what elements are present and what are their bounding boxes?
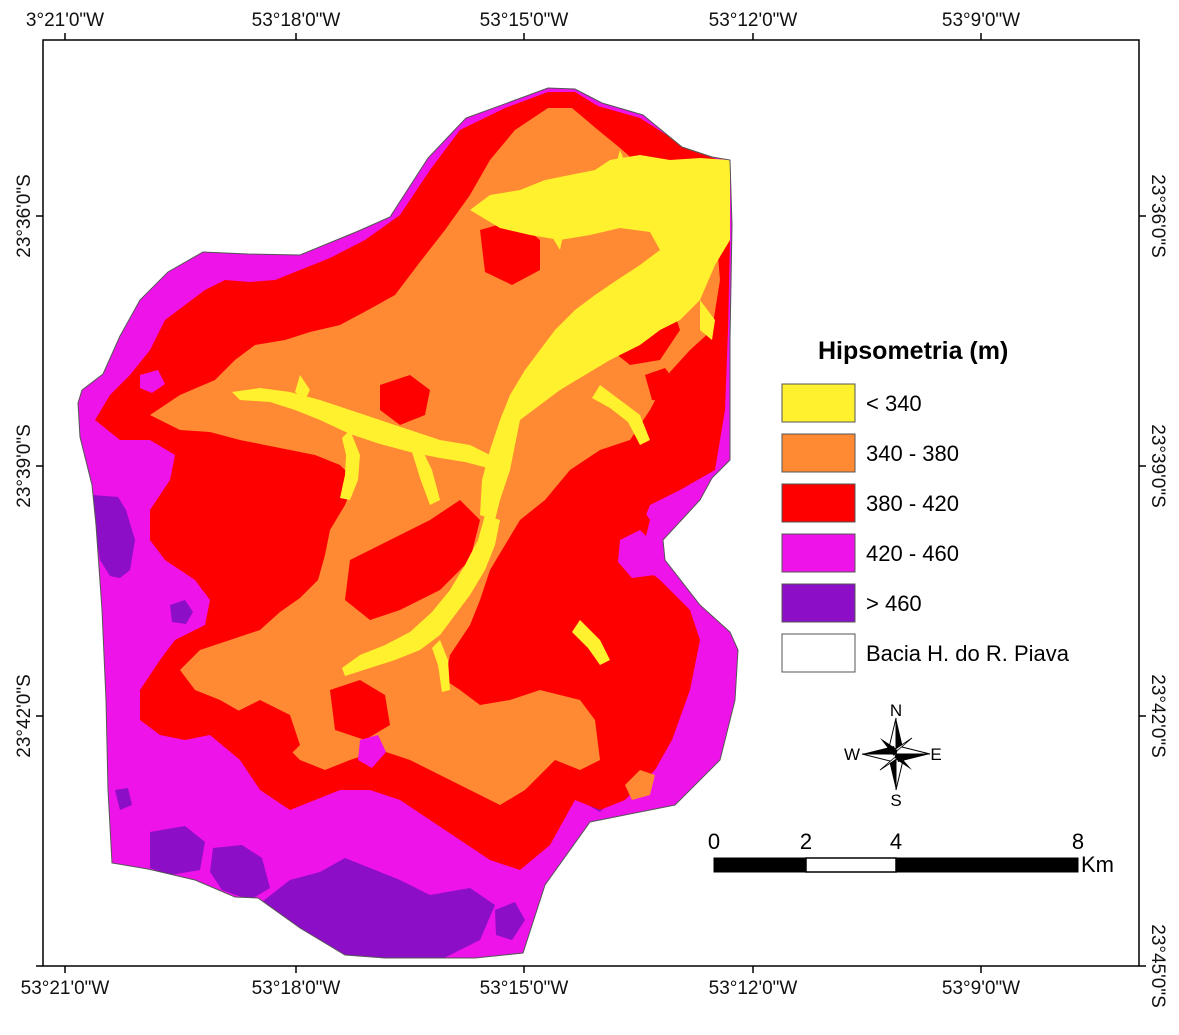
- legend-swatch-lt340: [781, 383, 856, 423]
- bottom-lon-label-2: 53°18'0"W: [252, 978, 341, 999]
- legend-swatch-340-380: [781, 433, 856, 473]
- bottom-lon-label-4: 53°12'0"W: [709, 978, 798, 999]
- scale-tick-2: 2: [800, 829, 812, 854]
- legend-title: Hipsometria (m): [818, 337, 1008, 365]
- legend-swatch-basin: [781, 633, 856, 673]
- south-label: S: [890, 791, 901, 810]
- top-lon-label-4: 53°12'0"W: [709, 10, 798, 31]
- bottom-lon-label-3: 53°15'0"W: [480, 978, 569, 999]
- legend-label-basin: Bacia H. do R. Piava: [866, 641, 1070, 666]
- top-lon-label-1: 3°21'0"W: [26, 10, 104, 31]
- north-arrow-icon: [861, 717, 931, 791]
- top-lon-label-5: 53°9'0"W: [942, 10, 1020, 31]
- right-lat-label-4: 23°45'0"S: [1147, 924, 1168, 1007]
- scale-bar: [713, 857, 1079, 873]
- scale-tick-0: 0: [708, 829, 720, 854]
- left-lat-label-2: 23°39'0"S: [14, 424, 35, 507]
- top-lon-label-3: 53°15'0"W: [480, 10, 569, 31]
- legend-label-340-380: 340 - 380: [866, 441, 959, 466]
- legend-label-420-460: 420 - 460: [866, 541, 959, 566]
- right-lat-label-3: 23°42'0"S: [1147, 674, 1168, 757]
- graticule-ticks: [36, 33, 1146, 973]
- bottom-lon-label-1: 53°21'0"W: [21, 978, 110, 999]
- zone-340-380-spots: [478, 388, 655, 800]
- legend: Hipsometria (m) < 340 340 - 380 380 - 42…: [781, 337, 1070, 673]
- east-label: E: [930, 745, 941, 764]
- elevation-zones: [78, 88, 738, 958]
- bottom-lon-label-5: 53°9'0"W: [942, 978, 1020, 999]
- zone-420-460-spots: [140, 258, 660, 768]
- scale-seg-0-2: [713, 857, 807, 873]
- top-lon-label-2: 53°18'0"W: [252, 10, 341, 31]
- legend-swatch-420-460: [781, 533, 856, 573]
- legend-label-380-420: 380 - 420: [866, 491, 959, 516]
- left-lat-label-3: 23°42'0"S: [14, 674, 35, 757]
- north-label: N: [890, 701, 902, 720]
- scale-seg-2-4: [805, 857, 897, 873]
- right-lat-label-2: 23°39'0"S: [1147, 424, 1168, 507]
- legend-label-lt340: < 340: [866, 391, 922, 416]
- scale-unit: Km: [1081, 852, 1114, 877]
- zone-lt340: [232, 150, 730, 692]
- legend-swatch-gt460: [781, 583, 856, 623]
- left-lat-label-1: 23°36'0"S: [14, 174, 35, 257]
- right-lat-label-1: 23°36'0"S: [1147, 174, 1168, 257]
- legend-label-gt460: > 460: [866, 591, 922, 616]
- legend-swatch-380-420: [781, 483, 856, 523]
- basin-outline: [77, 87, 739, 959]
- scale-tick-4: 4: [890, 829, 902, 854]
- zone-gt460: [92, 495, 612, 958]
- scale-tick-8: 8: [1072, 829, 1084, 854]
- west-label: W: [844, 745, 860, 764]
- scale-seg-4-8: [895, 857, 1079, 873]
